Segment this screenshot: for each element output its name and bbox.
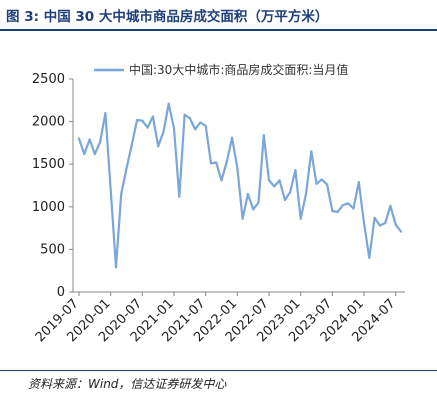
data-point [267, 179, 271, 182]
data-point [257, 201, 260, 204]
source-rule [0, 370, 437, 371]
title-rule [0, 29, 437, 31]
data-point [188, 117, 191, 120]
data-point [304, 192, 308, 196]
y-axis-ticks: 0 500 1000 1500 2000 2500 [32, 72, 73, 300]
data-point [167, 102, 170, 105]
data-point [172, 127, 176, 130]
data-point [215, 161, 218, 164]
data-point [114, 266, 118, 269]
data-point [315, 182, 318, 185]
data-point [220, 179, 223, 182]
data-point [225, 160, 228, 163]
data-point [199, 121, 202, 124]
data-point [120, 192, 123, 196]
data-point [352, 207, 355, 210]
data-point [336, 210, 339, 214]
data-point [88, 138, 91, 141]
legend-label: 中国:30大中城市:商品房成交面积:当月值 [129, 62, 348, 77]
y-tick-label: 1500 [32, 157, 65, 172]
x-axis-ticks: 2019-072020-012020-072021-012021-072022-… [33, 292, 399, 345]
data-point [204, 124, 207, 127]
data-point [331, 209, 334, 213]
y-tick-label: 1000 [32, 200, 65, 215]
data-point [325, 183, 329, 186]
data-point [151, 115, 155, 118]
data-point [310, 150, 313, 153]
data-point [357, 180, 360, 184]
data-point [146, 126, 149, 129]
data-point [341, 203, 345, 207]
data-point [178, 195, 181, 198]
y-tick-label: 0 [57, 285, 65, 300]
data-point [125, 167, 128, 170]
y-tick-label: 2500 [32, 72, 65, 87]
data-point [362, 221, 366, 225]
data-point [157, 145, 160, 148]
data-point [347, 202, 350, 205]
data-point [83, 152, 86, 156]
data-point [230, 136, 234, 139]
data-point [368, 256, 371, 260]
data-point [384, 221, 387, 225]
data-point [241, 217, 244, 220]
source-note: 资料来源：Wind，信达证券研发中心 [28, 377, 227, 391]
data-point [378, 224, 381, 227]
series-line [77, 102, 403, 269]
line-chart: 中国:30大中城市:商品房成交面积:当月值 0 500 1000 1500 2000 25… [32, 62, 405, 345]
plot-area [77, 102, 403, 269]
data-point [93, 152, 96, 156]
axes [72, 79, 405, 293]
data-point [246, 192, 250, 196]
data-point [141, 119, 144, 122]
data-point [289, 191, 292, 194]
data-point [104, 111, 107, 115]
data-point [273, 185, 276, 188]
legend: 中国:30大中城市:商品房成交面积:当月值 [94, 62, 348, 77]
data-point [162, 130, 165, 133]
data-point [99, 140, 102, 144]
data-point [130, 143, 133, 146]
data-point [394, 223, 397, 226]
data-point [236, 167, 239, 170]
data-point [299, 217, 302, 220]
data-point [209, 162, 213, 165]
figure-title: 图 3: 中国 30 大中城市商品房成交面积（万平方米） [6, 9, 329, 25]
data-point [294, 169, 297, 172]
data-point [135, 118, 139, 121]
data-point [283, 198, 286, 202]
data-point [77, 137, 81, 140]
data-point [389, 204, 392, 208]
data-point [262, 134, 265, 137]
y-tick-label: 2000 [32, 115, 65, 130]
data-point [373, 216, 376, 219]
data-point [194, 128, 197, 131]
data-point [183, 113, 186, 116]
data-point [278, 179, 281, 182]
data-point [109, 188, 112, 191]
data-point [399, 230, 403, 233]
data-point [320, 178, 323, 181]
data-point [252, 208, 255, 211]
y-tick-label: 500 [40, 242, 65, 257]
